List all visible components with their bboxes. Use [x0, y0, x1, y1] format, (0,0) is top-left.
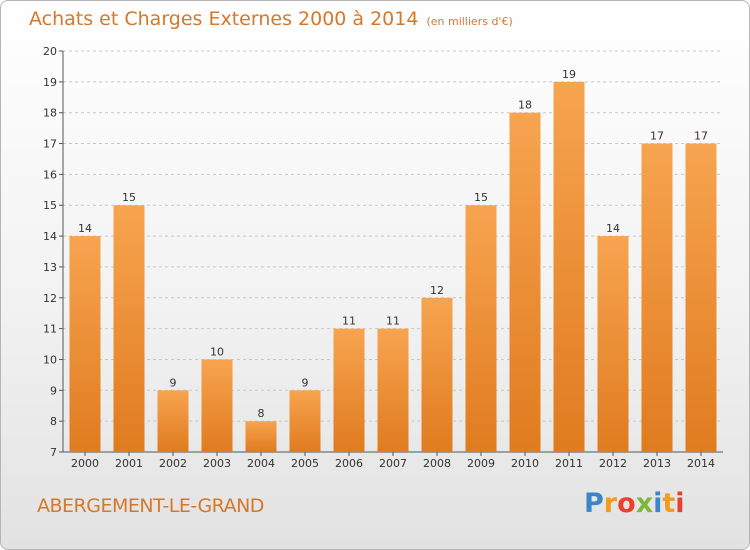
x-tick-label: 2002 — [159, 457, 187, 470]
value-label: 9 — [170, 376, 177, 389]
bar-2003 — [201, 359, 233, 452]
logo-letter: i — [653, 488, 663, 519]
value-label: 17 — [650, 130, 664, 143]
labels: 7891011121314151617181920142000152001920… — [43, 45, 715, 470]
x-tick-label: 2004 — [247, 457, 275, 470]
y-tick-label: 13 — [43, 261, 57, 274]
value-label: 11 — [342, 315, 356, 328]
value-label: 15 — [474, 191, 488, 204]
chart-title: Achats et Charges Externes 2000 à 2014 (e… — [29, 8, 513, 30]
proxiti-logo: Proxiti — [584, 488, 685, 519]
y-tick-label: 20 — [43, 45, 57, 58]
logo-letter: x — [635, 488, 654, 519]
x-tick-label: 2003 — [203, 457, 231, 470]
x-tick-label: 2010 — [511, 457, 539, 470]
bar-2002 — [157, 390, 189, 452]
logo-letter: i — [675, 488, 685, 519]
bar-2004 — [245, 421, 277, 452]
y-tick-label: 16 — [43, 168, 57, 181]
y-tick-label: 7 — [50, 446, 57, 459]
value-label: 14 — [78, 222, 92, 235]
bar-2011 — [553, 81, 585, 452]
bar-2014 — [685, 143, 717, 453]
y-tick-label: 11 — [43, 323, 57, 336]
value-label: 14 — [606, 222, 620, 235]
value-label: 12 — [430, 284, 444, 297]
bar-2005 — [289, 390, 321, 452]
title-text: Achats et Charges Externes 2000 à 2014 — [29, 8, 419, 30]
y-tick-label: 14 — [43, 230, 57, 243]
value-label: 9 — [302, 376, 309, 389]
value-label: 11 — [386, 315, 400, 328]
bar-2001 — [113, 205, 145, 452]
x-tick-label: 2005 — [291, 457, 319, 470]
x-tick-label: 2014 — [687, 457, 715, 470]
bar-2000 — [69, 236, 101, 452]
value-label: 10 — [210, 345, 224, 358]
logo-letter: P — [584, 488, 604, 519]
x-tick-label: 2000 — [71, 457, 99, 470]
x-tick-label: 2011 — [555, 457, 583, 470]
x-tick-label: 2009 — [467, 457, 495, 470]
value-label: 17 — [694, 130, 708, 143]
bar-2008 — [421, 297, 453, 452]
commune-name: ABERGEMENT-LE-GRAND — [37, 495, 264, 517]
y-tick-label: 18 — [43, 107, 57, 120]
bar-2010 — [509, 112, 541, 452]
x-tick-label: 2001 — [115, 457, 143, 470]
x-tick-label: 2006 — [335, 457, 363, 470]
y-tick-label: 9 — [50, 384, 57, 397]
x-tick-label: 2012 — [599, 457, 627, 470]
logo-letter: r — [603, 488, 618, 519]
y-tick-label: 17 — [43, 138, 57, 151]
value-label: 18 — [518, 99, 532, 112]
value-label: 15 — [122, 191, 136, 204]
bar-2007 — [377, 328, 409, 452]
y-tick-label: 10 — [43, 353, 57, 366]
y-tick-label: 12 — [43, 292, 57, 305]
y-tick-label: 15 — [43, 199, 57, 212]
bars — [69, 81, 717, 453]
bar-2012 — [597, 236, 629, 452]
y-tick-label: 19 — [43, 76, 57, 89]
y-tick-label: 8 — [50, 415, 57, 428]
bar-2009 — [465, 205, 497, 452]
bar-2013 — [641, 143, 673, 453]
x-tick-label: 2013 — [643, 457, 671, 470]
bar-2006 — [333, 328, 365, 452]
value-label: 19 — [562, 68, 576, 81]
logo-letter: o — [617, 488, 636, 519]
x-tick-label: 2008 — [423, 457, 451, 470]
x-tick-label: 2007 — [379, 457, 407, 470]
value-label: 8 — [258, 407, 265, 420]
logo-letter: t — [662, 488, 676, 519]
chart-subtitle: (en milliers d'€) — [426, 15, 513, 28]
